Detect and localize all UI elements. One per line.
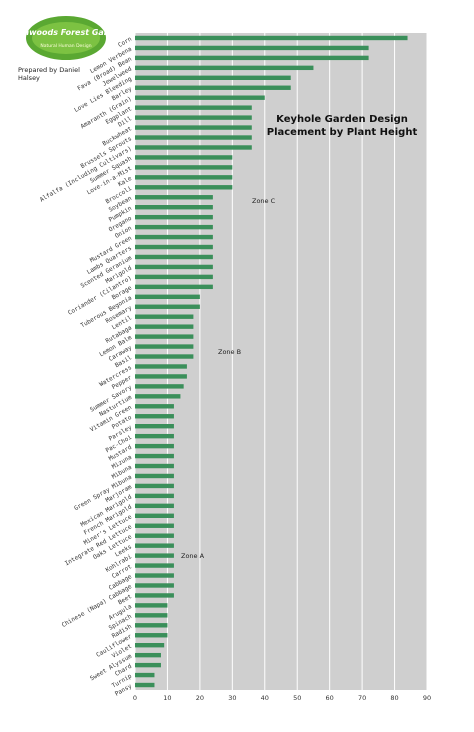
bar <box>135 633 168 638</box>
zone-label: Zone A <box>181 552 205 560</box>
bar <box>135 95 265 100</box>
bar <box>135 135 252 140</box>
bar <box>135 274 213 280</box>
bar <box>135 414 174 419</box>
bar <box>135 125 252 130</box>
bar <box>135 593 174 598</box>
logo-name: Southwoods Forest Gardens <box>3 28 130 37</box>
bar <box>135 294 200 299</box>
x-tick-label: 80 <box>390 694 398 702</box>
bar <box>135 145 252 150</box>
x-tick-label: 60 <box>326 694 334 702</box>
bar <box>135 214 213 220</box>
bar <box>135 473 174 479</box>
bar <box>135 155 233 160</box>
bar <box>135 503 174 509</box>
bar <box>135 613 168 618</box>
bar <box>135 254 213 260</box>
bar <box>135 553 174 558</box>
bar <box>135 394 181 399</box>
bar <box>135 314 194 319</box>
bar <box>135 354 194 359</box>
bar <box>135 493 174 499</box>
bar <box>135 65 314 71</box>
credit: Prepared by Daniel Halsey <box>18 66 80 82</box>
bar <box>135 284 213 290</box>
bar <box>135 85 291 90</box>
bar <box>135 483 174 489</box>
bar <box>135 453 174 459</box>
x-tick-label: 50 <box>293 694 301 702</box>
bar <box>135 35 408 41</box>
bar <box>135 662 161 668</box>
bar <box>135 45 369 51</box>
bar <box>135 344 194 349</box>
bar <box>135 682 155 688</box>
bar <box>135 165 233 170</box>
bar <box>135 623 168 628</box>
x-tick-label: 20 <box>196 694 204 702</box>
bar <box>135 424 174 429</box>
bar <box>135 234 213 240</box>
bar <box>135 513 174 518</box>
plot-area <box>135 33 427 690</box>
bar <box>135 443 174 449</box>
bar <box>135 224 213 230</box>
bar <box>135 334 194 339</box>
bar <box>135 105 252 110</box>
chart-title: Keyhole Garden Design Placement by Plant… <box>266 114 418 138</box>
bar <box>135 324 194 329</box>
logo-tagline: Natural Human Design <box>40 43 91 49</box>
bar <box>135 563 174 568</box>
bar <box>135 433 174 439</box>
x-tick-label: 90 <box>423 694 431 702</box>
bar <box>135 374 187 379</box>
bar <box>135 573 174 578</box>
bar <box>135 404 174 409</box>
bar <box>135 523 174 528</box>
bar <box>135 603 168 608</box>
bar <box>135 533 174 538</box>
x-tick-label: 10 <box>163 694 171 702</box>
bar <box>135 205 213 210</box>
x-tick-label: 30 <box>228 694 236 702</box>
x-tick-label: 0 <box>133 694 137 702</box>
bar <box>135 672 155 678</box>
bar <box>135 384 184 389</box>
x-tick-label: 70 <box>358 694 366 702</box>
bar <box>135 643 165 648</box>
bar <box>135 175 233 180</box>
bar <box>135 652 161 658</box>
bar <box>135 55 369 61</box>
bar <box>135 463 174 469</box>
bar <box>135 195 213 200</box>
logo: Southwoods Forest Gardens Natural Human … <box>3 16 130 60</box>
bar <box>135 364 187 369</box>
bar <box>135 304 200 309</box>
zone-label: Zone C <box>252 197 276 205</box>
bar <box>135 185 233 190</box>
zone-label: Zone B <box>218 348 241 356</box>
bar <box>135 244 213 250</box>
bar <box>135 75 291 80</box>
bar <box>135 583 174 588</box>
bar <box>135 264 213 270</box>
bar <box>135 543 174 548</box>
y-tick-label: Corn <box>117 35 133 48</box>
logo-inner <box>32 22 100 54</box>
bar <box>135 115 252 120</box>
x-tick-label: 40 <box>261 694 269 702</box>
